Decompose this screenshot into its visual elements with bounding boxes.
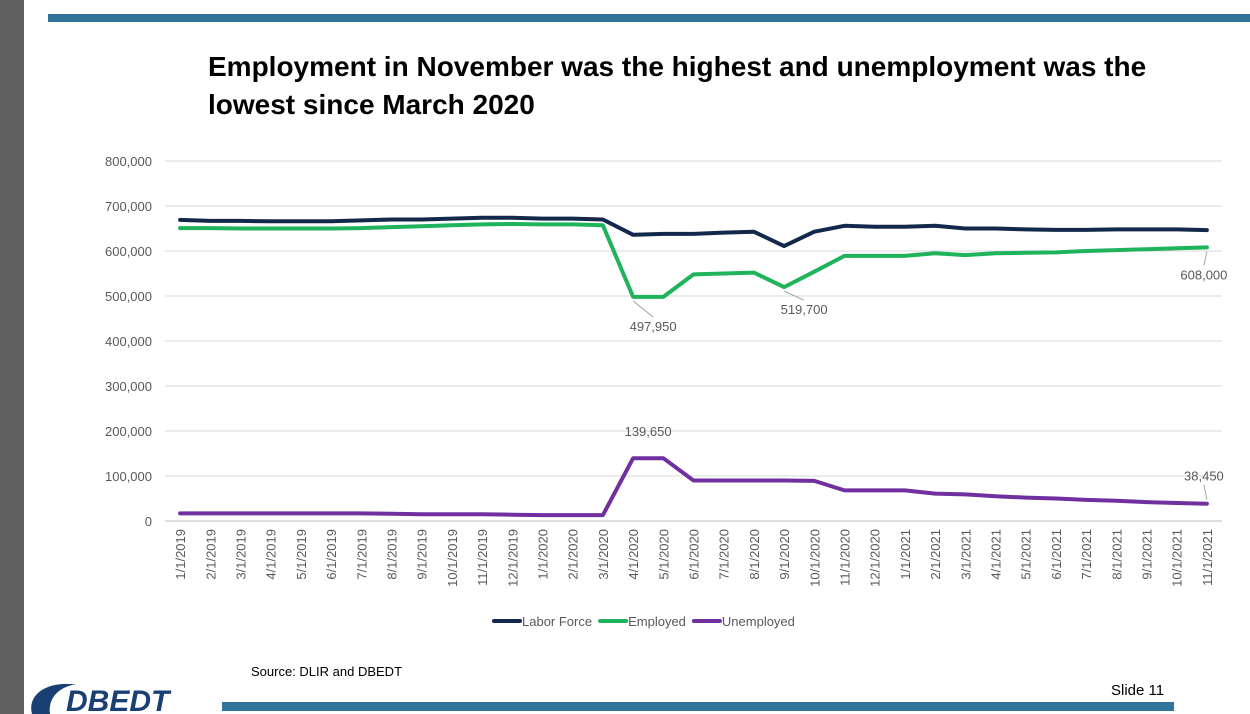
- data-label: 38,450: [1184, 469, 1224, 484]
- y-tick-label: 700,000: [105, 199, 152, 214]
- y-tick-label: 400,000: [105, 334, 152, 349]
- x-tick-label: 3/1/2019: [234, 529, 249, 580]
- x-tick-label: 4/1/2020: [626, 529, 641, 580]
- legend-label-employed: Employed: [628, 614, 686, 629]
- y-tick-label: 200,000: [105, 424, 152, 439]
- x-tick-label: 3/1/2021: [958, 529, 973, 580]
- x-tick-label: 6/1/2020: [687, 529, 702, 580]
- data-label: 497,950: [630, 319, 677, 334]
- logo-text: DBEDT: [66, 685, 172, 714]
- x-tick-label: 4/1/2019: [264, 529, 279, 580]
- logo-swoosh: [31, 684, 76, 714]
- series-line-employed: [178, 222, 1209, 299]
- y-tick-label: 100,000: [105, 469, 152, 484]
- legend-label-unemployed: Unemployed: [722, 614, 795, 629]
- x-tick-label: 12/1/2020: [868, 529, 883, 587]
- x-tick-label: 11/1/2020: [838, 529, 853, 586]
- x-tick-label: 1/1/2021: [898, 529, 913, 580]
- x-tick-label: 6/1/2021: [1049, 529, 1064, 580]
- x-tick-label: 4/1/2021: [989, 529, 1004, 580]
- legend-label-labor-force: Labor Force: [522, 614, 592, 629]
- slide-number: Slide 11: [1111, 682, 1165, 699]
- x-tick-label: 6/1/2019: [324, 529, 339, 580]
- dbedt-logo: DBEDT: [31, 684, 172, 714]
- y-tick-label: 800,000: [105, 154, 152, 169]
- x-tick-label: 1/1/2020: [536, 529, 551, 580]
- data-label: 608,000: [1180, 267, 1227, 282]
- x-tick-label: 2/1/2019: [203, 529, 218, 580]
- bottom-accent-rule: [222, 702, 1174, 711]
- x-tick-label: 11/1/2019: [475, 529, 490, 586]
- left-accent-bar: [0, 0, 24, 714]
- x-tick-label: 3/1/2020: [596, 529, 611, 580]
- series-line-unemployed: [178, 456, 1209, 518]
- x-tick-label: 2/1/2021: [928, 529, 943, 580]
- x-tick-label: 10/1/2019: [445, 529, 460, 587]
- y-tick-label: 300,000: [105, 379, 152, 394]
- x-tick-label: 5/1/2020: [656, 529, 671, 580]
- x-tick-label: 8/1/2019: [385, 529, 400, 580]
- data-label-leader: [783, 290, 805, 301]
- top-accent-rule: [48, 14, 1250, 22]
- x-tick-label: 12/1/2019: [505, 529, 520, 587]
- x-tick-label: 7/1/2020: [717, 529, 732, 580]
- data-label-leader: [632, 300, 654, 318]
- data-label: 139,650: [625, 424, 672, 439]
- x-tick-label: 5/1/2021: [1019, 529, 1034, 580]
- x-tick-label: 9/1/2019: [415, 529, 430, 580]
- data-label-leader: [1203, 484, 1208, 500]
- x-tick-label: 8/1/2021: [1109, 529, 1124, 580]
- data-label-leader: [1203, 251, 1208, 266]
- x-tick-label: 9/1/2021: [1140, 529, 1155, 580]
- y-tick-label: 0: [145, 514, 152, 529]
- series-line-labor-force: [178, 215, 1209, 249]
- x-tick-label: 10/1/2020: [807, 529, 822, 587]
- slide-title: Employment in November was the highest a…: [208, 51, 1147, 120]
- source-note: Source: DLIR and DBEDT: [251, 664, 403, 679]
- x-tick-label: 10/1/2021: [1170, 529, 1185, 587]
- x-tick-label: 2/1/2020: [566, 529, 581, 580]
- y-tick-label: 500,000: [105, 289, 152, 304]
- y-tick-label: 600,000: [105, 244, 152, 259]
- x-tick-label: 8/1/2020: [747, 529, 762, 580]
- data-label: 519,700: [781, 302, 828, 317]
- x-tick-label: 7/1/2019: [354, 529, 369, 580]
- x-tick-label: 9/1/2020: [777, 529, 792, 580]
- x-tick-label: 5/1/2019: [294, 529, 309, 580]
- x-tick-label: 11/1/2021: [1200, 529, 1215, 586]
- x-tick-label: 7/1/2021: [1079, 529, 1094, 580]
- x-tick-label: 1/1/2019: [173, 529, 188, 580]
